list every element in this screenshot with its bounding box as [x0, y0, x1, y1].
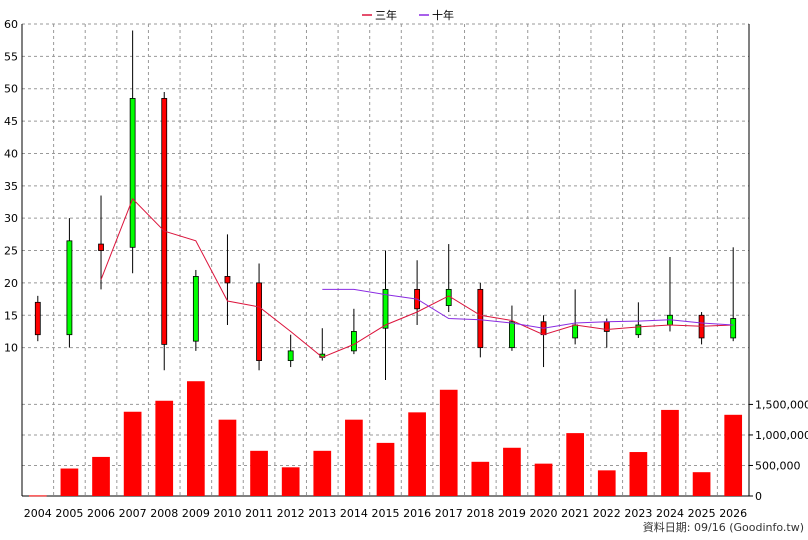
volume-bar: [28, 495, 47, 497]
candle-body: [98, 243, 104, 251]
year-tick-label: 2024: [656, 507, 684, 520]
candle-body: [730, 318, 737, 339]
year-tick-label: 2019: [498, 507, 526, 520]
volume-bar: [534, 463, 553, 496]
volume-bar: [566, 433, 585, 496]
year-tick-label: 2014: [340, 507, 368, 520]
volume-tick-label: 1,500,000: [755, 398, 808, 411]
legend: 三年 十年: [362, 8, 454, 22]
legend-label: 十年: [432, 8, 454, 22]
price-tick-label: 10: [4, 342, 18, 355]
volume-bars: [28, 381, 743, 497]
year-tick-label: 2012: [277, 507, 305, 520]
candle-body: [477, 288, 484, 349]
candle-body: [192, 276, 199, 342]
year-tick-label: 2016: [403, 507, 431, 520]
volume-bar: [92, 456, 110, 496]
year-tick-label: 2011: [245, 507, 273, 520]
volume-bar: [503, 447, 521, 496]
axes: 10152025303540455055600500,0001,000,0001…: [4, 18, 808, 520]
year-tick-label: 2020: [530, 507, 558, 520]
candle-body: [635, 324, 642, 336]
candle-body: [509, 321, 515, 349]
price-tick-label: 25: [4, 245, 18, 258]
price-tick-label: 35: [4, 180, 18, 193]
price-tick-label: 50: [4, 83, 18, 96]
volume-bar: [724, 414, 743, 496]
volume-bar: [186, 381, 205, 496]
year-tick-label: 2013: [308, 507, 336, 520]
volume-bar: [376, 442, 395, 496]
year-tick-label: 2009: [182, 507, 210, 520]
candle-body: [572, 324, 579, 339]
year-tick-label: 2007: [119, 507, 147, 520]
volume-bar: [439, 389, 458, 496]
volume-bar: [345, 419, 363, 496]
year-tick-label: 2008: [150, 507, 178, 520]
volume-bar: [471, 461, 490, 496]
year-tick-label: 2010: [213, 507, 241, 520]
volume-tick-label: 500,000: [755, 459, 801, 472]
volume-bar: [155, 400, 174, 496]
candle-body: [350, 331, 357, 352]
volume-bar: [408, 412, 426, 496]
volume-bar: [313, 450, 332, 496]
year-tick-label: 2015: [372, 507, 400, 520]
series-line: [322, 288, 734, 329]
series-line: [100, 197, 734, 358]
candle-body: [224, 276, 231, 284]
year-tick-label: 2018: [466, 507, 494, 520]
candle-body: [129, 98, 136, 248]
grid: [22, 23, 749, 496]
year-tick-label: 2021: [561, 507, 589, 520]
candle-body: [287, 350, 294, 361]
year-tick-label: 2025: [688, 507, 716, 520]
price-tick-label: 45: [4, 115, 18, 128]
volume-bar: [123, 411, 142, 496]
moving-average-lines: [100, 197, 734, 358]
candle-body: [161, 98, 168, 345]
candle-body: [382, 288, 389, 329]
volume-bar: [250, 450, 268, 496]
volume-tick-label: 0: [755, 490, 762, 503]
year-tick-label: 2023: [624, 507, 652, 520]
candle-body: [256, 282, 262, 361]
volume-bar: [218, 419, 237, 496]
volume-bar: [597, 470, 616, 496]
volume-bar: [629, 452, 648, 496]
volume-bar: [281, 467, 300, 496]
year-tick-label: 2026: [719, 507, 747, 520]
volume-bar: [661, 409, 679, 496]
price-tick-label: 40: [4, 147, 18, 160]
volume-bar: [60, 468, 79, 496]
candle-body: [34, 301, 41, 336]
year-tick-label: 2005: [55, 507, 83, 520]
source-note: 資料日期: 09/16 (Goodinfo.tw): [643, 520, 804, 534]
volume-tick-label: 1,000,000: [755, 429, 808, 442]
price-tick-label: 15: [4, 309, 18, 322]
legend-label: 三年: [375, 8, 397, 22]
price-tick-label: 60: [4, 18, 18, 31]
year-tick-label: 2022: [593, 507, 621, 520]
price-tick-label: 20: [4, 277, 18, 290]
volume-bar: [692, 472, 711, 496]
price-tick-label: 55: [4, 50, 18, 63]
year-tick-label: 2006: [87, 507, 115, 520]
candle-body: [66, 240, 73, 336]
price-tick-label: 30: [4, 212, 18, 225]
year-tick-label: 2004: [24, 507, 52, 520]
year-tick-label: 2017: [435, 507, 463, 520]
